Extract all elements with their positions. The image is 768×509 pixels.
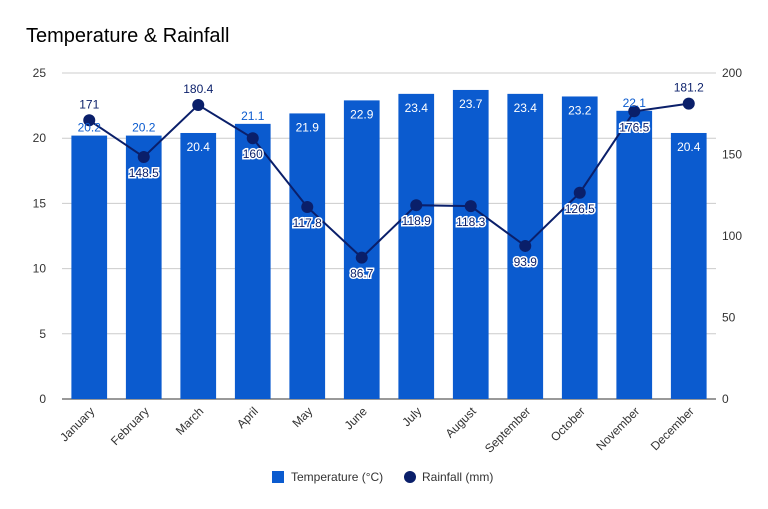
rainfall-point <box>682 97 695 110</box>
y-left-tick-label: 25 <box>33 66 47 80</box>
rainfall-point <box>519 239 532 252</box>
rainfall-data-label: 117.8 <box>293 216 322 230</box>
temperature-data-label: 23.4 <box>405 101 429 115</box>
x-tick-label: April <box>234 404 261 431</box>
temperature-data-label: 22.1 <box>623 96 647 110</box>
x-tick-label: August <box>443 404 480 441</box>
temperature-bar <box>561 96 598 400</box>
rainfall-point <box>410 199 423 212</box>
x-tick-label: March <box>173 404 206 437</box>
legend-temperature-swatch <box>272 471 284 483</box>
rainfall-data-label: 86.7 <box>350 267 374 281</box>
y-right-tick-label: 200 <box>722 66 742 80</box>
x-tick-label: December <box>648 404 697 453</box>
y-right-tick-label: 150 <box>722 148 742 162</box>
rainfall-point <box>464 200 477 213</box>
rainfall-point <box>355 251 368 264</box>
temperature-data-label: 20.2 <box>132 121 156 135</box>
y-left-tick-label: 5 <box>39 327 46 341</box>
temperature-bar <box>234 123 271 399</box>
rainfall-data-label: 180.4 <box>183 82 213 96</box>
temperature-bar <box>398 93 435 399</box>
chart-title: Temperature & Rainfall <box>26 25 230 47</box>
rainfall-point <box>628 105 641 118</box>
y-right-tick-label: 50 <box>722 311 736 325</box>
temperature-data-label: 20.4 <box>187 140 211 154</box>
rainfall-point <box>573 186 586 199</box>
x-tick-label: January <box>57 404 97 444</box>
rainfall-data-label: 118.3 <box>456 215 485 229</box>
temperature-data-label: 23.4 <box>514 101 538 115</box>
x-tick-label: November <box>593 404 642 453</box>
temperature-data-label: 22.9 <box>350 107 374 121</box>
y-left-tick-label: 0 <box>39 392 46 406</box>
temperature-bar <box>71 135 108 400</box>
temperature-bar <box>452 89 489 400</box>
rainfall-data-label: 181.2 <box>674 81 704 95</box>
rainfall-point <box>301 200 314 213</box>
temperature-data-label: 23.2 <box>568 103 592 117</box>
temperature-bar <box>670 132 707 399</box>
x-tick-label: May <box>289 404 315 430</box>
rainfall-point <box>83 114 96 127</box>
legend-temperature-label: Temperature (°C) <box>291 470 383 484</box>
rainfall-data-label: 176.5 <box>619 120 649 134</box>
temperature-bar <box>343 100 380 399</box>
temperature-bar <box>289 113 326 399</box>
temperature-bar <box>180 132 217 399</box>
rainfall-data-label: 171 <box>79 97 99 111</box>
x-tick-label: September <box>482 404 533 455</box>
y-left-tick-label: 15 <box>33 196 47 210</box>
temperature-data-label: 21.1 <box>241 109 265 123</box>
rainfall-point <box>192 98 205 111</box>
rainfall-data-label: 118.9 <box>402 214 431 228</box>
x-tick-label: June <box>342 404 371 433</box>
y-right-tick-label: 100 <box>722 229 742 243</box>
y-left-tick-label: 10 <box>33 262 47 276</box>
legend-rainfall-swatch <box>404 471 416 483</box>
x-tick-label: October <box>548 404 588 444</box>
rainfall-point <box>246 132 259 145</box>
rainfall-data-label: 160 <box>243 147 263 161</box>
rainfall-data-label: 148.5 <box>129 166 159 180</box>
temperature-bar <box>125 135 162 400</box>
temperature-data-label: 23.7 <box>459 97 483 111</box>
temperature-data-label: 20.4 <box>677 140 701 154</box>
temperature-data-label: 20.2 <box>78 121 102 135</box>
rainfall-data-label: 93.9 <box>514 255 538 269</box>
y-left-tick-label: 20 <box>33 131 47 145</box>
x-tick-label: July <box>399 404 424 429</box>
temperature-bar <box>616 110 653 399</box>
rainfall-data-label: 126.5 <box>565 202 595 216</box>
temperature-data-label: 21.9 <box>296 120 320 134</box>
y-right-tick-label: 0 <box>722 392 729 406</box>
rainfall-point <box>137 150 150 163</box>
rainfall-line <box>88 102 689 260</box>
x-tick-label: February <box>108 404 152 448</box>
legend-rainfall-label: Rainfall (mm) <box>422 470 493 484</box>
